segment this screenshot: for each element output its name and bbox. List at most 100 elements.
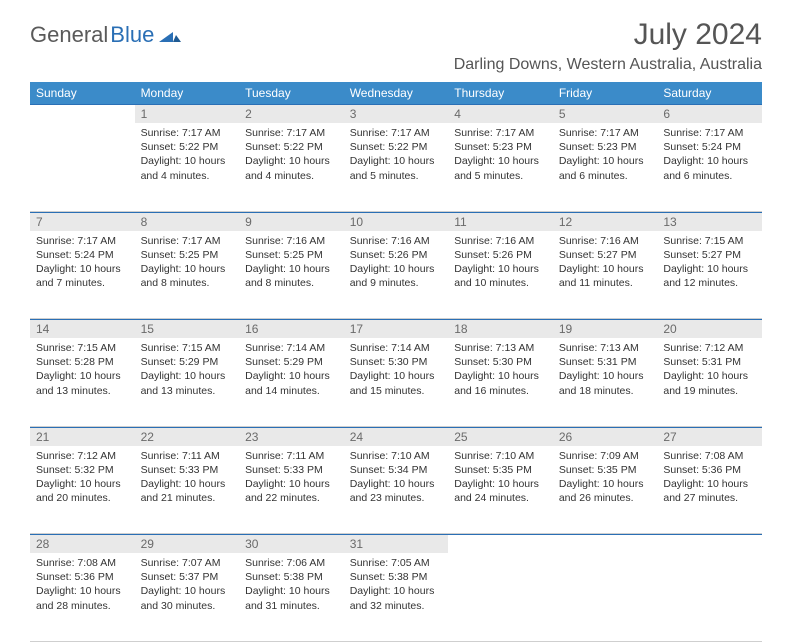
day-content: Sunrise: 7:10 AMSunset: 5:35 PMDaylight:… (448, 446, 553, 512)
daynum-cell: 29 (135, 534, 240, 554)
day-content: Sunrise: 7:17 AMSunset: 5:22 PMDaylight:… (135, 123, 240, 189)
brand-part2: Blue (110, 22, 154, 48)
weekday-header: Sunday (30, 82, 135, 104)
day-cell: Sunrise: 7:17 AMSunset: 5:25 PMDaylight:… (135, 231, 240, 319)
day-cell: Sunrise: 7:10 AMSunset: 5:35 PMDaylight:… (448, 446, 553, 534)
day-cell: Sunrise: 7:11 AMSunset: 5:33 PMDaylight:… (239, 446, 344, 534)
day-content: Sunrise: 7:11 AMSunset: 5:33 PMDaylight:… (135, 446, 240, 512)
day-content: Sunrise: 7:16 AMSunset: 5:26 PMDaylight:… (344, 231, 449, 297)
day-cell (657, 553, 762, 641)
day-content: Sunrise: 7:13 AMSunset: 5:31 PMDaylight:… (553, 338, 658, 404)
daynum-cell (30, 104, 135, 123)
daynum-cell (657, 534, 762, 554)
day-cell (30, 123, 135, 211)
daynum-cell: 7 (30, 211, 135, 231)
day-number (657, 534, 762, 553)
day-number: 18 (448, 319, 553, 338)
daynum-cell: 16 (239, 319, 344, 339)
daynum-cell (448, 534, 553, 554)
day-number: 8 (135, 212, 240, 231)
day-cell: Sunrise: 7:09 AMSunset: 5:35 PMDaylight:… (553, 446, 658, 534)
brand-logo: GeneralBlue (30, 18, 181, 48)
day-number: 22 (135, 427, 240, 446)
day-number: 19 (553, 319, 658, 338)
day-content: Sunrise: 7:10 AMSunset: 5:34 PMDaylight:… (344, 446, 449, 512)
daynum-row: 78910111213 (30, 211, 762, 231)
day-number: 5 (553, 104, 658, 123)
content-row: Sunrise: 7:15 AMSunset: 5:28 PMDaylight:… (30, 338, 762, 426)
day-number: 17 (344, 319, 449, 338)
day-number: 2 (239, 104, 344, 123)
day-content: Sunrise: 7:15 AMSunset: 5:27 PMDaylight:… (657, 231, 762, 297)
day-content: Sunrise: 7:05 AMSunset: 5:38 PMDaylight:… (344, 553, 449, 619)
day-cell (553, 553, 658, 641)
day-cell (448, 553, 553, 641)
day-content: Sunrise: 7:17 AMSunset: 5:23 PMDaylight:… (448, 123, 553, 189)
day-content: Sunrise: 7:06 AMSunset: 5:38 PMDaylight:… (239, 553, 344, 619)
daynum-cell: 22 (135, 426, 240, 446)
day-content: Sunrise: 7:14 AMSunset: 5:29 PMDaylight:… (239, 338, 344, 404)
weekday-header-row: SundayMondayTuesdayWednesdayThursdayFrid… (30, 82, 762, 104)
day-cell: Sunrise: 7:07 AMSunset: 5:37 PMDaylight:… (135, 553, 240, 641)
daynum-cell: 3 (344, 104, 449, 123)
day-number: 6 (657, 104, 762, 123)
day-content: Sunrise: 7:16 AMSunset: 5:27 PMDaylight:… (553, 231, 658, 297)
daynum-cell (553, 534, 658, 554)
day-number (30, 104, 135, 123)
daynum-cell: 30 (239, 534, 344, 554)
daynum-cell: 23 (239, 426, 344, 446)
day-content (30, 123, 135, 132)
weekday-header: Wednesday (344, 82, 449, 104)
day-content: Sunrise: 7:16 AMSunset: 5:26 PMDaylight:… (448, 231, 553, 297)
daynum-cell: 14 (30, 319, 135, 339)
day-number (553, 534, 658, 553)
day-number: 4 (448, 104, 553, 123)
day-number: 30 (239, 534, 344, 553)
daynum-cell: 5 (553, 104, 658, 123)
daynum-cell: 6 (657, 104, 762, 123)
day-content: Sunrise: 7:17 AMSunset: 5:24 PMDaylight:… (30, 231, 135, 297)
day-content: Sunrise: 7:09 AMSunset: 5:35 PMDaylight:… (553, 446, 658, 512)
day-number: 20 (657, 319, 762, 338)
daynum-cell: 2 (239, 104, 344, 123)
month-title: July 2024 (454, 18, 762, 52)
day-cell: Sunrise: 7:15 AMSunset: 5:29 PMDaylight:… (135, 338, 240, 426)
day-number: 7 (30, 212, 135, 231)
day-number: 24 (344, 427, 449, 446)
day-cell: Sunrise: 7:06 AMSunset: 5:38 PMDaylight:… (239, 553, 344, 641)
day-content: Sunrise: 7:12 AMSunset: 5:32 PMDaylight:… (30, 446, 135, 512)
day-number: 25 (448, 427, 553, 446)
day-content: Sunrise: 7:17 AMSunset: 5:25 PMDaylight:… (135, 231, 240, 297)
daynum-cell: 20 (657, 319, 762, 339)
title-block: July 2024 Darling Downs, Western Austral… (454, 18, 762, 74)
day-cell: Sunrise: 7:14 AMSunset: 5:30 PMDaylight:… (344, 338, 449, 426)
day-content: Sunrise: 7:16 AMSunset: 5:25 PMDaylight:… (239, 231, 344, 297)
day-content (448, 553, 553, 562)
day-number: 11 (448, 212, 553, 231)
daynum-cell: 24 (344, 426, 449, 446)
day-cell: Sunrise: 7:11 AMSunset: 5:33 PMDaylight:… (135, 446, 240, 534)
day-content: Sunrise: 7:17 AMSunset: 5:24 PMDaylight:… (657, 123, 762, 189)
daynum-cell: 12 (553, 211, 658, 231)
content-row: Sunrise: 7:08 AMSunset: 5:36 PMDaylight:… (30, 553, 762, 641)
day-cell: Sunrise: 7:16 AMSunset: 5:26 PMDaylight:… (344, 231, 449, 319)
daynum-cell: 8 (135, 211, 240, 231)
day-number: 1 (135, 104, 240, 123)
day-cell: Sunrise: 7:16 AMSunset: 5:27 PMDaylight:… (553, 231, 658, 319)
day-cell: Sunrise: 7:12 AMSunset: 5:32 PMDaylight:… (30, 446, 135, 534)
day-number: 27 (657, 427, 762, 446)
daynum-cell: 17 (344, 319, 449, 339)
day-cell: Sunrise: 7:17 AMSunset: 5:23 PMDaylight:… (553, 123, 658, 211)
day-number: 23 (239, 427, 344, 446)
daynum-cell: 21 (30, 426, 135, 446)
day-cell: Sunrise: 7:16 AMSunset: 5:25 PMDaylight:… (239, 231, 344, 319)
day-content: Sunrise: 7:11 AMSunset: 5:33 PMDaylight:… (239, 446, 344, 512)
day-cell: Sunrise: 7:08 AMSunset: 5:36 PMDaylight:… (30, 553, 135, 641)
day-cell: Sunrise: 7:13 AMSunset: 5:30 PMDaylight:… (448, 338, 553, 426)
content-row: Sunrise: 7:17 AMSunset: 5:24 PMDaylight:… (30, 231, 762, 319)
day-number: 31 (344, 534, 449, 553)
calendar-table: SundayMondayTuesdayWednesdayThursdayFrid… (30, 82, 762, 642)
day-content: Sunrise: 7:17 AMSunset: 5:23 PMDaylight:… (553, 123, 658, 189)
daynum-cell: 4 (448, 104, 553, 123)
day-cell: Sunrise: 7:17 AMSunset: 5:24 PMDaylight:… (657, 123, 762, 211)
